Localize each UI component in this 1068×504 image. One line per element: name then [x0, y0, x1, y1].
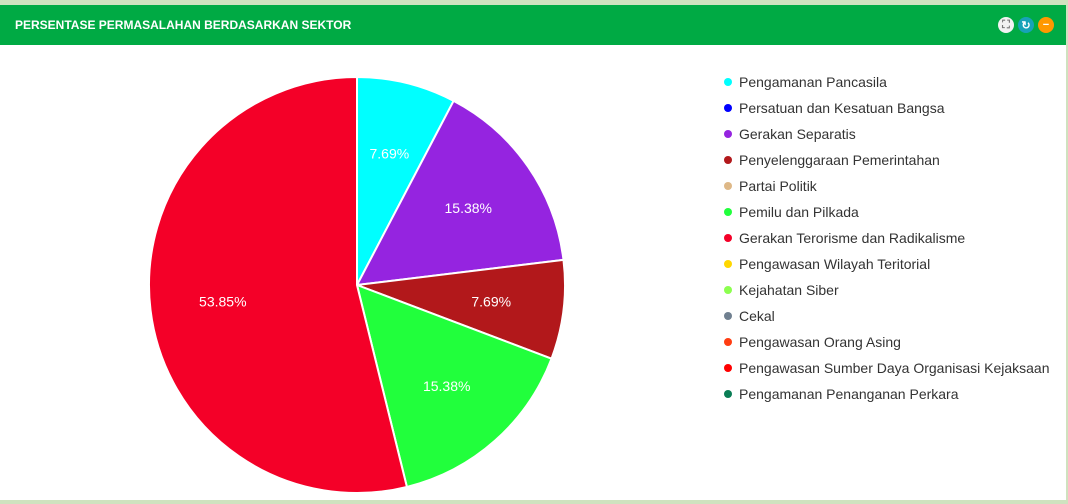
legend-item[interactable]: Pengamanan Pancasila: [724, 69, 1050, 95]
pie-slice[interactable]: [356, 75, 455, 286]
legend-label: Pengawasan Wilayah Teritorial: [739, 256, 931, 272]
legend-item[interactable]: Penyelenggaraan Pemerintahan: [724, 147, 1050, 173]
legend-marker: [724, 104, 732, 112]
chart-legend: Pengamanan Pancasila Persatuan dan Kesatu…: [724, 69, 1050, 407]
legend-item[interactable]: Pengawasan Sumber Daya Organisasi Kejaks…: [724, 355, 1050, 381]
legend-label: Pengawasan Orang Asing: [739, 334, 901, 350]
slice-label: 53.85%: [199, 293, 246, 309]
legend-label: Gerakan Terorisme dan Radikalisme: [739, 230, 966, 246]
pie-slice[interactable]: [355, 99, 565, 287]
pie-slice[interactable]: [148, 75, 409, 494]
legend-marker: [724, 130, 732, 138]
panel-header: PERSENTASE PERMASALAHAN BERDASARKAN SEKT…: [0, 5, 1066, 45]
legend-label: Pengamanan Penanganan Perkara: [739, 386, 959, 402]
legend-item[interactable]: Kejahatan Siber: [724, 277, 1050, 303]
pie-slice[interactable]: [356, 258, 566, 360]
legend-marker: [724, 208, 732, 216]
legend-marker: [724, 390, 732, 398]
pie-slice[interactable]: [355, 283, 553, 489]
panel-tools: ⛶ ↻ −: [998, 17, 1054, 33]
panel-title: PERSENTASE PERMASALAHAN BERDASARKAN SEKT…: [15, 18, 352, 32]
legend-label: Pengamanan Pancasila: [739, 74, 887, 90]
refresh-icon[interactable]: ↻: [1018, 17, 1034, 33]
legend-item[interactable]: Cekal: [724, 303, 1050, 329]
expand-icon[interactable]: ⛶: [998, 17, 1014, 33]
legend-item[interactable]: Gerakan Terorisme dan Radikalisme: [724, 225, 1050, 251]
legend-marker: [724, 364, 732, 372]
legend-label: Pengawasan Sumber Daya Organisasi Kejaks…: [739, 360, 1050, 376]
legend-item[interactable]: Gerakan Separatis: [724, 121, 1050, 147]
slice-label: 15.38%: [423, 378, 470, 394]
legend-item[interactable]: Pemilu dan Pilkada: [724, 199, 1050, 225]
minimize-icon[interactable]: −: [1038, 17, 1054, 33]
legend-label: Cekal: [739, 308, 775, 324]
chart-panel: PERSENTASE PERMASALAHAN BERDASARKAN SEKT…: [0, 5, 1066, 500]
legend-label: Partai Politik: [739, 178, 817, 194]
slice-label: 15.38%: [445, 200, 492, 216]
legend-marker: [724, 260, 732, 268]
pie-chart: 7.69% 15.38% 7.69% 15.38% 53.85%: [148, 75, 566, 494]
legend-marker: [724, 338, 732, 346]
legend-item[interactable]: Pengawasan Wilayah Teritorial: [724, 251, 1050, 277]
legend-marker: [724, 78, 732, 86]
legend-label: Pemilu dan Pilkada: [739, 204, 859, 220]
legend-item[interactable]: Pengamanan Penanganan Perkara: [724, 381, 1050, 407]
legend-marker: [724, 286, 732, 294]
legend-marker: [724, 234, 732, 242]
legend-label: Penyelenggaraan Pemerintahan: [739, 152, 940, 168]
slice-label: 7.69%: [369, 146, 409, 162]
slice-label: 7.69%: [471, 293, 511, 309]
legend-item[interactable]: Partai Politik: [724, 173, 1050, 199]
legend-label: Kejahatan Siber: [739, 282, 839, 298]
legend-label: Gerakan Separatis: [739, 126, 856, 142]
legend-marker: [724, 182, 732, 190]
legend-marker: [724, 156, 732, 164]
legend-item[interactable]: Persatuan dan Kesatuan Bangsa: [724, 95, 1050, 121]
legend-marker: [724, 312, 732, 320]
legend-item[interactable]: Pengawasan Orang Asing: [724, 329, 1050, 355]
legend-label: Persatuan dan Kesatuan Bangsa: [739, 100, 945, 116]
